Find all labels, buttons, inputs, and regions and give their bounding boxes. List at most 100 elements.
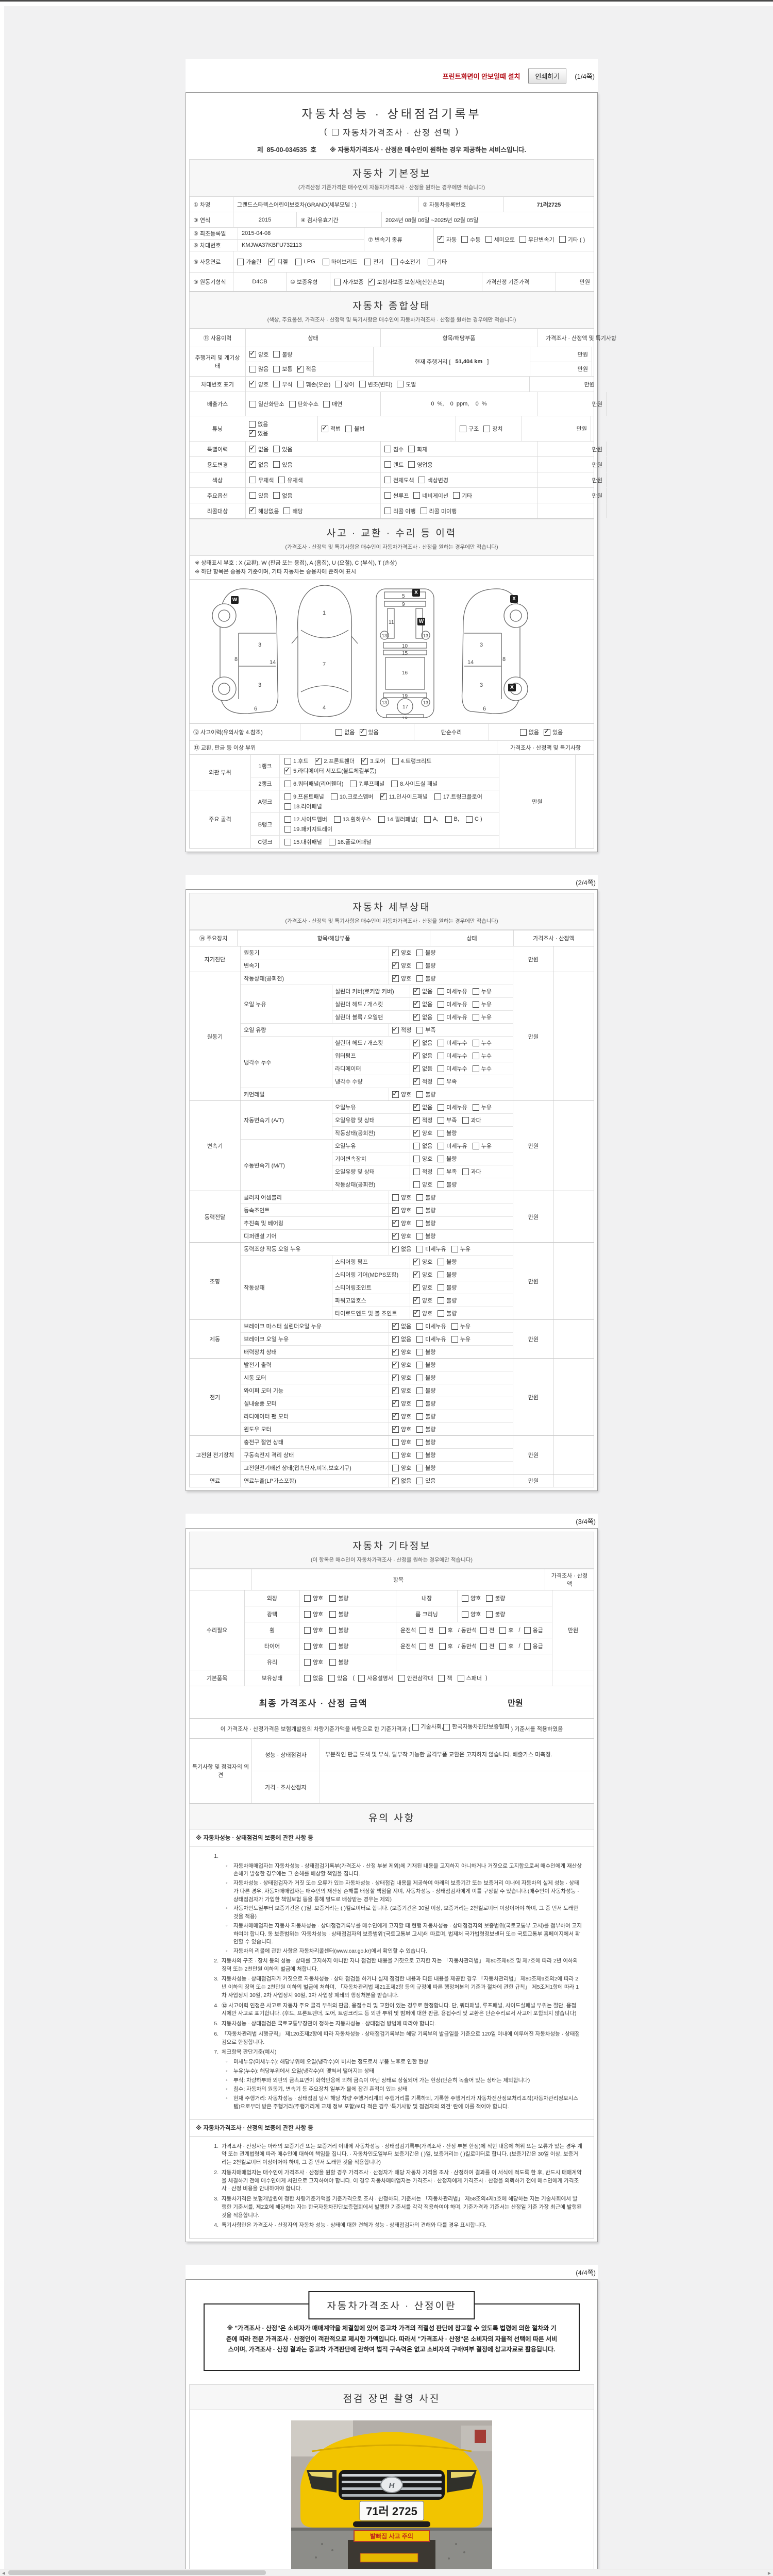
checkbox-option[interactable]: 1.후드 <box>284 757 308 765</box>
checkbox-option[interactable]: 없음 <box>249 459 268 469</box>
checkbox-option[interactable]: 양호 <box>413 1128 432 1137</box>
checkbox[interactable] <box>499 1626 507 1634</box>
checkbox-option[interactable]: 적법 <box>322 423 341 433</box>
checkbox[interactable] <box>413 1181 420 1188</box>
checkbox-option[interactable]: 없음 <box>413 986 432 995</box>
checkbox[interactable] <box>413 1115 420 1124</box>
checkbox[interactable] <box>416 1026 424 1033</box>
checkbox-option[interactable]: 불량 <box>416 1090 436 1098</box>
checkbox-option[interactable]: 과다 <box>462 1167 481 1176</box>
checkbox[interactable] <box>413 1012 420 1021</box>
print-install-notice[interactable]: 프린트화면이 안보일때 설치 <box>442 72 520 80</box>
checkbox[interactable] <box>384 492 391 499</box>
checkbox-option[interactable]: 상이 <box>335 380 355 388</box>
checkbox-option[interactable]: 17.트렁크플로어 <box>434 792 482 801</box>
checkbox-option[interactable]: 양호 <box>413 1295 432 1304</box>
checkbox[interactable] <box>419 1626 427 1634</box>
checkbox-option[interactable]: 유채색 <box>278 476 303 484</box>
checkbox[interactable] <box>392 1025 399 1033</box>
checkbox-option[interactable]: 11.인사이드패널 <box>380 791 428 801</box>
checkbox[interactable] <box>392 1089 399 1098</box>
checkbox[interactable] <box>461 236 468 243</box>
checkbox-option[interactable]: 불량 <box>438 1129 457 1137</box>
checkbox[interactable] <box>249 379 256 387</box>
checkbox[interactable] <box>392 1347 399 1355</box>
checkbox-option[interactable]: 불량 <box>416 1232 436 1240</box>
checkbox-option[interactable]: 양호 <box>304 1594 323 1602</box>
checkbox-option[interactable]: 도말 <box>397 380 416 388</box>
checkbox-option[interactable]: 영업용 <box>408 461 433 469</box>
checkbox-option[interactable]: 기타 <box>427 258 447 266</box>
checkbox[interactable] <box>392 1360 399 1368</box>
checkbox[interactable] <box>465 816 473 823</box>
checkbox-option[interactable]: C ) <box>465 816 482 823</box>
checkbox[interactable] <box>416 1426 424 1433</box>
checkbox[interactable] <box>483 425 491 432</box>
checkbox-option[interactable]: ( 사용설명서 <box>352 1674 393 1682</box>
checkbox[interactable] <box>392 1231 399 1240</box>
checkbox-option[interactable]: 양호 <box>392 1398 411 1408</box>
checkbox-option[interactable]: / 동반석 전 <box>458 1642 495 1650</box>
checkbox[interactable] <box>413 1168 420 1175</box>
scroll-right-arrow[interactable]: ▶ <box>767 2570 771 2575</box>
checkbox[interactable] <box>304 1642 311 1650</box>
checkbox[interactable] <box>438 1001 445 1008</box>
checkbox[interactable] <box>439 1626 446 1634</box>
checkbox[interactable] <box>434 793 441 800</box>
checkbox-option[interactable]: 양호 <box>392 1424 411 1433</box>
checkbox[interactable] <box>335 381 342 387</box>
checkbox[interactable] <box>273 381 280 387</box>
checkbox[interactable] <box>249 420 256 428</box>
checkbox-option[interactable]: / 응급 <box>518 1642 543 1650</box>
checkbox[interactable] <box>328 1674 335 1682</box>
checkbox-option[interactable]: 불량 <box>438 1258 457 1266</box>
checkbox-option[interactable]: 미세누유 <box>438 987 467 995</box>
checkbox[interactable] <box>416 1400 424 1407</box>
checkbox-option[interactable]: 보험사보증 보험사[신한손보] <box>368 277 444 286</box>
checkbox[interactable] <box>391 258 398 265</box>
checkbox-option[interactable]: 미세누유 <box>416 1322 446 1330</box>
checkbox[interactable] <box>249 477 256 483</box>
checkbox-option[interactable]: 적정 <box>413 1076 432 1086</box>
checkbox[interactable] <box>392 1398 399 1407</box>
checkbox[interactable] <box>329 1626 337 1634</box>
checkbox-option[interactable]: 10.크로스멤버 <box>330 792 374 801</box>
checkbox-option[interactable]: 불량 <box>416 1348 436 1356</box>
checkbox[interactable] <box>420 507 427 514</box>
checkbox-option[interactable]: 9.프론트패널 <box>284 792 324 801</box>
checkbox-option[interactable]: 양호 <box>304 1658 323 1666</box>
checkbox[interactable] <box>249 365 256 372</box>
checkbox[interactable] <box>295 258 302 265</box>
checkbox[interactable] <box>418 477 426 483</box>
checkbox[interactable] <box>438 1013 445 1021</box>
checkbox[interactable] <box>278 477 285 483</box>
checkbox[interactable] <box>413 1076 420 1085</box>
checkbox[interactable] <box>249 349 256 358</box>
checkbox-option[interactable]: 디젤 <box>268 257 288 266</box>
checkbox[interactable] <box>438 1065 445 1072</box>
checkbox[interactable] <box>384 507 391 514</box>
checkbox[interactable] <box>416 1219 424 1227</box>
checkbox[interactable] <box>462 1116 469 1124</box>
checkbox-option[interactable]: 썬루프 <box>384 492 409 500</box>
checkbox-option[interactable]: 없음 <box>335 728 355 736</box>
checkbox[interactable] <box>413 1155 420 1162</box>
checkbox[interactable] <box>438 1258 445 1265</box>
checkbox-option[interactable]: 침수 <box>384 445 404 453</box>
checkbox[interactable] <box>413 1063 420 1072</box>
checkbox[interactable] <box>472 1001 479 1008</box>
checkbox-option[interactable]: 수동 <box>461 235 481 244</box>
checkbox[interactable] <box>284 838 291 845</box>
checkbox-option[interactable]: 색상변경 <box>418 476 448 484</box>
checkbox[interactable] <box>249 428 256 437</box>
checkbox[interactable] <box>392 1205 399 1214</box>
checkbox[interactable] <box>350 780 357 787</box>
checkbox[interactable] <box>237 258 244 265</box>
checkbox-option[interactable]: 양호 <box>392 1372 411 1382</box>
checkbox-option[interactable]: 많음 <box>249 365 268 373</box>
checkbox[interactable] <box>273 446 280 452</box>
checkbox-option[interactable]: 안전삼각대 <box>398 1674 433 1682</box>
checkbox[interactable] <box>438 1052 445 1059</box>
checkbox[interactable] <box>361 756 368 765</box>
checkbox[interactable] <box>329 1611 337 1618</box>
